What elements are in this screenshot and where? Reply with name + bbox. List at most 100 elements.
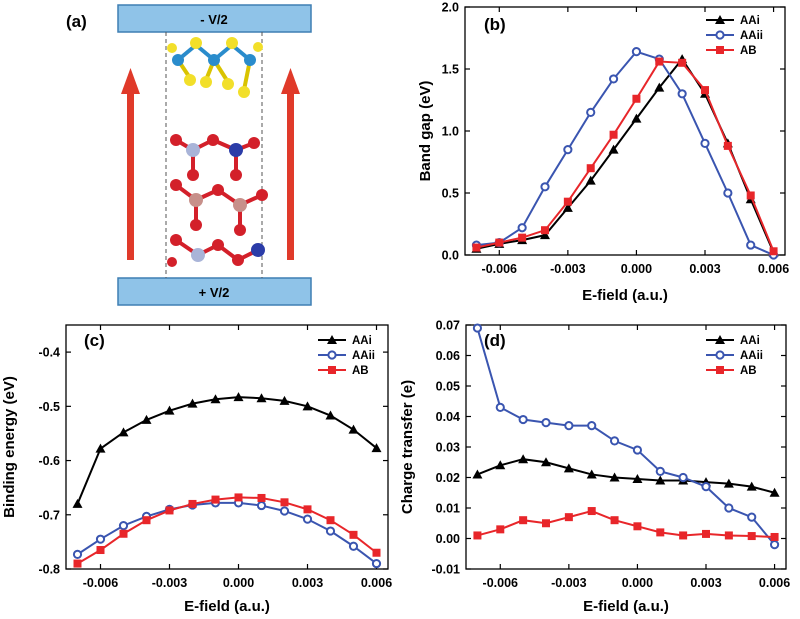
data-point [746,481,757,491]
y-tick-label: 1.5 [442,63,459,77]
data-point [746,240,756,250]
x-tick-label: 0.006 [361,576,392,590]
data-point [655,466,665,476]
data-point [654,82,665,92]
legend-label: AAi [740,335,760,347]
legend-label: AAi [740,15,760,27]
y-axis-title: Charge transfer (e) [399,380,416,514]
data-point [141,414,152,424]
series-line [477,458,775,494]
data-point [724,503,734,513]
data-point [303,505,312,514]
series-line [476,60,775,252]
data-point [632,474,643,484]
data-point [119,529,128,538]
series-AB [73,493,381,568]
data-point [348,424,359,434]
legend-marker [715,335,725,344]
data-point [631,47,642,57]
y-tick-label: -0.5 [38,400,60,414]
data-point [702,529,710,538]
legend-label: AAii [352,350,375,362]
x-tick-label: -0.006 [83,576,118,590]
data-point [142,516,151,525]
x-tick-label: -0.006 [483,576,518,590]
data-point [540,182,550,192]
y-tick-label: 1.0 [442,125,459,139]
data-point [279,395,290,405]
y-tick-label: -0.4 [38,346,60,360]
top-layer-structure [167,37,263,98]
data-point [633,522,642,531]
x-tick-label: -0.003 [152,576,187,590]
data-point [769,540,780,550]
data-point [678,58,687,67]
data-point [631,113,642,123]
y-axis-title: Binding energy (eV) [1,376,18,518]
data-point [210,394,221,404]
data-point [678,472,688,483]
series-AAi [72,392,382,508]
data-point [608,144,619,154]
legend-marker [715,30,725,40]
data-point [656,528,665,537]
data-point [372,548,381,557]
data-point [256,500,267,511]
x-tick-label: -0.006 [482,262,517,276]
data-point [655,475,666,485]
data-point [280,498,289,507]
data-point [585,175,596,185]
data-point [563,197,572,206]
data-point [371,443,382,453]
data-point [608,74,619,84]
x-axis-title: E-field (a.u.) [583,598,669,615]
series-AB [472,57,778,256]
data-point [349,530,358,539]
data-point [586,107,596,118]
data-point [211,495,220,504]
legend-marker [327,335,337,344]
y-tick-label: 0.5 [442,187,459,201]
data-point [723,478,734,488]
data-point [72,498,83,508]
data-point [610,516,619,525]
chart-c: -0.006 -0.003 0.000 0.003 0.006 -0.8 -0.7 -0.6 -… [1,324,392,615]
bottom-layer-structure [167,134,268,267]
legend-marker [327,350,337,360]
chart-d: -0.006 -0.003 0.000 0.003 0.006 -0.01 0.00 0.01… [399,319,790,616]
data-point [586,469,597,479]
data-point [519,516,528,525]
data-point [541,457,551,467]
data-point [542,519,550,528]
data-point [746,191,755,200]
data-point [723,188,733,198]
data-point [518,414,528,425]
data-point [587,507,596,516]
data-point [564,513,573,522]
data-point [325,526,336,536]
legend-item-AAii: AAii [706,30,763,42]
legend-item-AB: AB [318,365,369,377]
data-point [472,469,483,479]
legend-item-AAii: AAii [706,350,763,362]
data-point [609,130,618,139]
data-point [164,405,175,415]
series-AB [473,507,779,541]
data-point [233,392,244,402]
data-point [609,436,620,446]
x-axis-title: E-field (a.u.) [184,598,270,615]
x-axis-title: E-field (a.u.) [582,287,668,304]
y-tick-label: 0.02 [436,471,460,485]
data-point [473,531,482,540]
data-point [564,421,574,431]
plot-frame [465,324,787,570]
panel-label: (b) [484,15,506,34]
legend-label: AAii [740,30,763,42]
data-point [518,233,527,242]
top-electrode [117,4,312,33]
legend-item-AAii: AAii [318,350,375,362]
x-tick-label: 0.003 [292,576,323,590]
series-AAi [472,454,780,497]
data-point [73,559,82,568]
chart-b: -0.006 -0.003 0.000 0.003 0.006 0.0 0.5 1.0 1.5 2… [417,1,789,305]
